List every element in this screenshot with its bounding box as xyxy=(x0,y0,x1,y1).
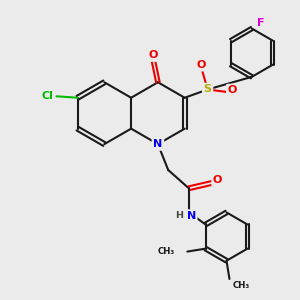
Text: O: O xyxy=(149,50,158,60)
Text: S: S xyxy=(204,85,212,94)
Text: F: F xyxy=(257,18,264,28)
Text: N: N xyxy=(153,139,163,149)
Text: O: O xyxy=(196,60,206,70)
Text: O: O xyxy=(228,85,237,95)
Text: H: H xyxy=(176,212,183,220)
Text: CH₃: CH₃ xyxy=(233,281,250,290)
Text: CH₃: CH₃ xyxy=(158,247,175,256)
Text: N: N xyxy=(187,211,196,221)
Text: O: O xyxy=(213,175,222,185)
Text: Cl: Cl xyxy=(42,91,53,101)
